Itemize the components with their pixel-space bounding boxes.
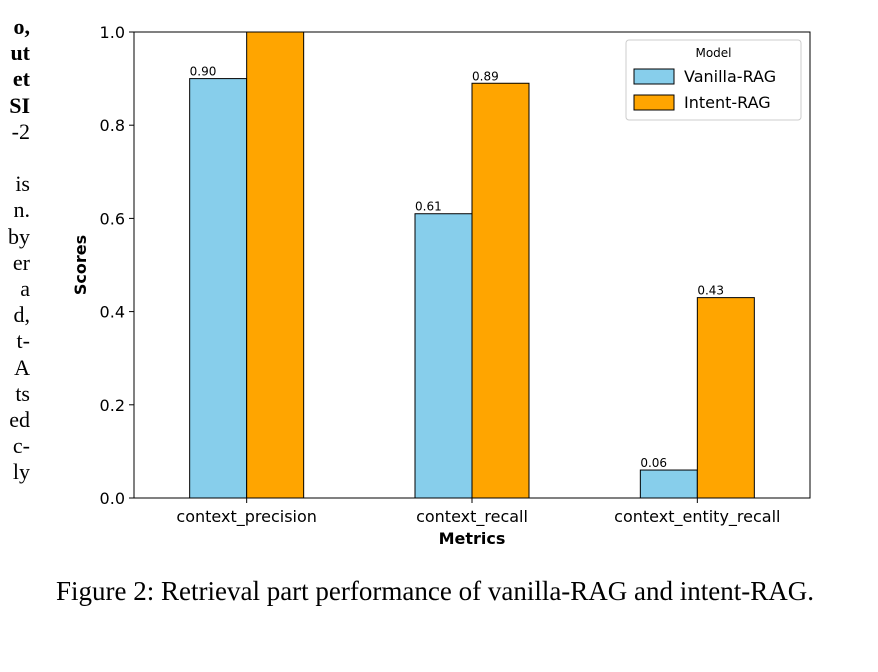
y-axis-ticks: 0.0 0.2 0.4 0.6 0.8 1.0 — [100, 23, 134, 508]
body-text-line: a — [20, 276, 30, 302]
y-tick-label: 0.2 — [100, 396, 125, 415]
body-text-line: by — [8, 223, 30, 249]
body-text-line: -2 — [11, 118, 30, 144]
bar-intent-rag-context_precision — [246, 31, 305, 499]
x-axis-label: Metrics — [439, 529, 506, 548]
x-tick-label: context_recall — [416, 507, 528, 527]
bar-value-labels: 0.90 0.61 0.89 0.06 0.43 — [190, 65, 724, 470]
legend-swatch-vanilla-rag — [633, 68, 675, 85]
bar-value-label: 0.90 — [190, 65, 217, 79]
body-text-line: o, — [13, 14, 31, 39]
body-text-line: A — [14, 354, 30, 380]
legend-title: Model — [695, 46, 731, 60]
legend-label: Vanilla-RAG — [684, 67, 776, 86]
bars-group — [189, 31, 755, 499]
legend: Model Vanilla-RAG Intent-RAG — [625, 39, 802, 121]
body-text-line: SI — [9, 92, 30, 118]
body-text-line: er — [12, 249, 30, 275]
bar-value-label: 0.89 — [472, 69, 499, 83]
x-tick-label: context_entity_recall — [614, 507, 780, 527]
x-tick-label: context_precision — [176, 507, 316, 527]
y-tick-label: 0.4 — [100, 303, 125, 322]
x-axis-ticks: context_precision context_recall context_e… — [176, 498, 780, 527]
bar-vanilla-rag-context_entity_recall — [639, 469, 698, 499]
body-text-line: et — [12, 66, 30, 92]
bar-vanilla-rag-context_precision — [189, 78, 248, 499]
bar-vanilla-rag-context_recall — [414, 213, 473, 499]
y-tick-label: 0.8 — [100, 116, 125, 135]
bar-chart: 0.900.610.890.060.43 0.00.20.40.60.81.0 … — [71, 23, 811, 548]
body-text-line: d, — [13, 302, 31, 328]
body-text-line: t- — [16, 328, 30, 354]
legend-label: Intent-RAG — [684, 93, 771, 112]
bar-value-label: 0.61 — [415, 200, 442, 214]
body-text-line: ly — [12, 459, 30, 485]
y-tick-label: 0.0 — [100, 489, 125, 508]
bar-value-label: 0.06 — [640, 456, 667, 470]
legend-swatch-intent-rag — [633, 94, 675, 111]
body-text-line: c- — [12, 433, 30, 459]
body-text-line: is — [15, 171, 30, 197]
y-tick-label: 1.0 — [100, 23, 125, 42]
y-axis-label: Scores — [71, 235, 90, 295]
body-text-line: ed — [9, 407, 30, 433]
bar-value-label: 0.43 — [697, 284, 724, 298]
body-text-line: ts — [15, 380, 30, 406]
figure-caption: Figure 2: Retrieval part performance of … — [56, 576, 815, 606]
bar-intent-rag-context_entity_recall — [696, 297, 755, 499]
bar-intent-rag-context_recall — [471, 82, 530, 499]
body-text-line: n. — [13, 197, 31, 223]
y-tick-label: 0.6 — [100, 209, 125, 228]
body-text-line: ut — [10, 40, 30, 66]
